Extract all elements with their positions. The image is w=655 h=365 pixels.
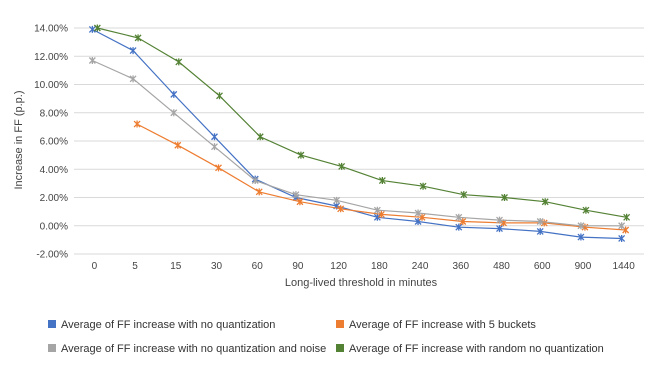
x-tick-label: 180 — [371, 261, 388, 272]
x-tick-label: 600 — [534, 261, 551, 272]
data-point-marker — [93, 24, 101, 32]
x-tick-label: 0 — [92, 261, 98, 272]
legend-item: Average of FF increase with 5 buckets — [336, 319, 536, 331]
data-point-marker — [133, 120, 141, 128]
data-point-marker — [251, 177, 259, 185]
data-point-marker — [211, 133, 218, 141]
x-tick-label: 15 — [170, 261, 182, 272]
legend-label: Average of FF increase with random no qu… — [349, 343, 604, 355]
data-point-marker — [256, 133, 264, 141]
data-point-marker — [536, 227, 544, 235]
data-point-marker — [297, 151, 305, 159]
data-point-marker — [255, 188, 263, 196]
data-point-marker — [170, 90, 178, 98]
y-tick-label: 14.00% — [34, 24, 68, 35]
legend-item: Average of FF increase with no quantizat… — [48, 319, 275, 331]
x-tick-label: 240 — [412, 261, 429, 272]
x-axis-tick-labels: 0 5 15 30 60 90 120 180 240 360 480 600 900 1440 — [92, 261, 636, 272]
data-point-marker — [129, 47, 137, 55]
y-axis-title: Increase in FF (p.p.) — [13, 90, 25, 189]
y-tick-label: 8.00% — [40, 108, 68, 119]
x-tick-label: 5 — [132, 261, 138, 272]
data-point-marker — [338, 162, 346, 170]
data-point-marker — [577, 222, 585, 230]
data-point-marker — [373, 213, 381, 221]
y-axis-tick-labels: -2.00% 0.00% 2.00% 4.00% 6.00% 8.00% 10.00% 12.… — [34, 24, 68, 261]
series-lines — [88, 24, 631, 242]
legend-swatch — [336, 344, 344, 352]
data-point-marker — [577, 233, 585, 241]
y-tick-label: 12.00% — [34, 52, 68, 63]
legend-item: Average of FF increase with random no qu… — [336, 343, 604, 355]
legend-label: Average of FF increase with no quantizat… — [61, 319, 275, 331]
y-tick-label: 2.00% — [40, 193, 68, 204]
data-point-marker — [540, 219, 548, 227]
series-4 — [93, 24, 631, 221]
legend-item: Average of FF increase with no quantizat… — [48, 343, 326, 355]
legend-swatch — [336, 320, 344, 328]
x-tick-label: 360 — [452, 261, 469, 272]
data-point-marker — [175, 58, 183, 66]
x-tick-label: 60 — [252, 261, 264, 272]
data-point-marker — [581, 223, 589, 231]
data-point-marker — [378, 177, 386, 185]
data-point-marker — [455, 223, 463, 231]
data-point-marker — [618, 234, 626, 242]
legend-swatch — [48, 344, 56, 352]
data-point-marker — [333, 196, 341, 204]
data-point-marker — [496, 216, 503, 224]
y-tick-label: 6.00% — [40, 137, 68, 148]
data-point-marker — [623, 213, 631, 221]
data-point-marker — [455, 213, 463, 221]
series-3 — [88, 56, 626, 230]
legend: Average of FF increase with no quantizat… — [48, 319, 604, 355]
x-tick-label: 480 — [493, 261, 510, 272]
legend-swatch — [48, 320, 56, 328]
y-tick-label: 4.00% — [40, 165, 68, 176]
data-point-marker — [292, 191, 300, 199]
data-point-marker — [541, 198, 549, 206]
data-point-marker — [216, 92, 223, 100]
x-tick-label: 120 — [330, 261, 347, 272]
data-point-marker — [337, 205, 345, 213]
data-point-marker — [536, 218, 544, 226]
x-tick-label: 30 — [211, 261, 223, 272]
series-line — [92, 59, 622, 227]
legend-label: Average of FF increase with no quantizat… — [61, 343, 326, 355]
data-point-marker — [419, 182, 427, 190]
series-2 — [133, 120, 630, 234]
y-tick-label: 10.00% — [34, 80, 68, 91]
data-point-marker — [88, 56, 96, 64]
y-tick-label: -2.00% — [36, 250, 68, 261]
x-axis-title: Long-lived threshold in minutes — [285, 277, 438, 289]
data-point-marker — [215, 164, 222, 172]
data-point-marker — [496, 225, 503, 233]
data-point-marker — [170, 109, 178, 117]
y-tick-label: 0.00% — [40, 221, 68, 232]
data-point-marker — [134, 34, 142, 42]
x-tick-label: 900 — [575, 261, 592, 272]
data-point-marker — [618, 222, 626, 230]
data-point-marker — [296, 198, 304, 206]
data-point-marker — [129, 75, 137, 83]
data-point-marker — [373, 206, 381, 214]
series-line — [97, 27, 627, 218]
data-point-marker — [582, 206, 590, 214]
data-point-marker — [460, 191, 468, 199]
data-point-marker — [174, 141, 182, 149]
data-point-marker — [211, 143, 218, 151]
x-tick-label: 1440 — [613, 261, 636, 272]
data-point-marker — [501, 194, 508, 201]
x-tick-label: 90 — [292, 261, 304, 272]
data-point-marker — [88, 25, 96, 33]
data-point-marker — [414, 209, 422, 217]
legend-label: Average of FF increase with 5 buckets — [349, 319, 536, 331]
